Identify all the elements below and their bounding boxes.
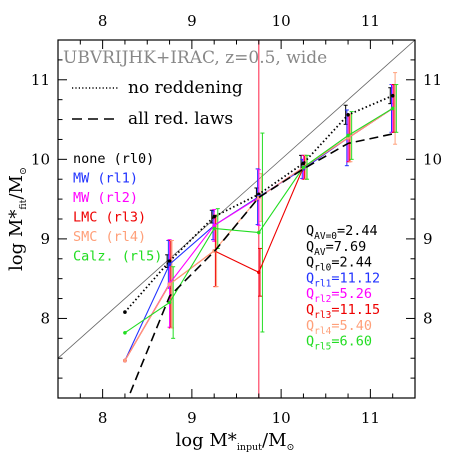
q-value-label: Qrl2=5.26 [306,286,372,305]
x-tick-label: 10 [272,409,291,427]
x-tick-label: 9 [187,409,197,427]
data-point [167,259,172,263]
x-tick-label: 8 [98,409,108,427]
series-line [127,133,393,398]
data-point [167,282,172,287]
linestyle-legend-label: all red. laws [128,109,233,129]
legend-entry: LMC (rl3) [73,210,146,226]
legend-entry: SMC (rl4) [73,229,146,245]
linestyle-legend-label: no reddening [128,78,243,98]
data-point [212,223,216,228]
data-point [390,93,395,98]
x-axis-title: log M*input/M⊙ [176,430,295,453]
q-value-label: QAV=7.69 [306,239,366,258]
y-tick-label: 10 [31,150,50,168]
data-point [123,330,127,335]
data-point [123,310,127,314]
data-point [212,226,216,231]
legend-entry: Calz. (rl5) [73,249,162,265]
q-value-label: Qrl5=6.60 [306,334,372,353]
data-point [257,230,261,235]
y-right-tick-label: 10 [423,150,442,168]
y-right-tick-label: 9 [423,230,433,248]
data-point [212,214,216,219]
data-point [301,165,306,170]
q-value-label: Qrl3=11.15 [306,302,380,321]
q-value-label: Qrl4=5.40 [306,318,372,337]
q-value-label: Qrl0=2.44 [306,255,372,274]
y-tick-label: 9 [40,230,50,248]
data-point [346,133,350,138]
legend-entry: MW (rl2) [73,190,138,206]
y-axis-title: log M*fit/M⊙ [6,167,29,271]
data-point [257,270,261,275]
data-point [390,106,395,111]
x-top-tick-label: 9 [187,12,197,30]
chart-title: UBVRIJHK+IRAC, z=0.5, wide [63,48,327,68]
y-right-tick-label: 11 [423,71,442,89]
x-top-tick-label: 11 [361,12,380,30]
q-value-label: QAV=0=2.44 [306,223,378,242]
q-value-label: Qrl1=11.12 [306,270,380,289]
x-tick-label: 11 [361,409,380,427]
x-top-tick-label: 8 [98,12,108,30]
data-point [301,161,306,166]
y-tick-label: 8 [40,309,50,327]
data-point [123,358,127,363]
y-right-tick-label: 8 [423,309,433,327]
data-point [167,300,172,305]
one-to-one-line [58,40,415,359]
data-point [346,112,350,117]
data-point [167,262,172,267]
legend-entry: none (rl0) [73,151,154,167]
x-top-tick-label: 10 [272,12,291,30]
y-tick-label: 11 [31,71,50,89]
legend-entry: MW (rl1) [73,171,138,187]
